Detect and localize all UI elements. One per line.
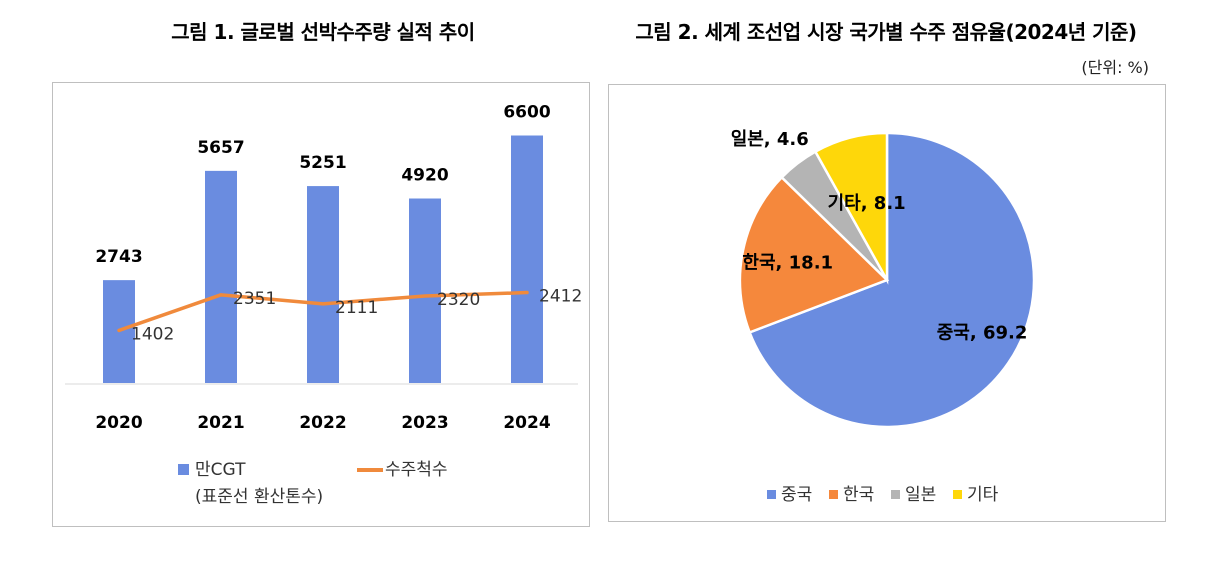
bar-label-2020: 2743	[95, 247, 142, 267]
legend-swatch-기타	[953, 490, 962, 499]
pie-label-일본: 일본, 4.6	[731, 129, 809, 150]
bar-2022	[307, 186, 339, 383]
bar-2021	[205, 170, 237, 383]
pie-slice-한국	[738, 175, 890, 335]
bar-label-2023: 4920	[401, 166, 448, 186]
pie-chart-panel: 중국, 69.2 한국, 18.1 일본, 4.6 기타, 8.1 중국 한국 일본 기타	[608, 84, 1166, 522]
bar-line-chart: 2743 5657 5251 4920 6600 1402 2351 2111 2320 2412…	[65, 103, 582, 507]
chart-1-title: 그림 1. 글로벌 선박수주량 실적 추이	[171, 20, 475, 44]
pie-label-한국: 한국, 18.1	[742, 253, 833, 274]
legend-label-수주척수: 수주척수	[385, 460, 448, 480]
legend-label-일본: 일본	[905, 485, 936, 505]
line-label-2021: 2351	[233, 289, 276, 309]
pie-label-중국: 중국, 69.2	[937, 323, 1028, 344]
bar-2023	[409, 198, 441, 383]
unit-label: (단위: %)	[1081, 58, 1149, 77]
bar-label-2021: 5657	[197, 138, 244, 158]
legend-label-기타: 기타	[967, 485, 999, 505]
legend-swatch-일본	[891, 490, 900, 499]
x-tick-2021: 2021	[197, 413, 244, 433]
bar-label-2022: 5251	[299, 153, 346, 173]
x-tick-2022: 2022	[299, 413, 346, 433]
pie-slice-기타	[813, 131, 889, 285]
legend-label-만CGT: 만CGT	[195, 460, 246, 480]
line-series-수주척수	[117, 290, 529, 333]
line-label-2020: 1402	[131, 324, 174, 344]
legend-label-한국: 한국	[843, 485, 874, 505]
pie-slice-중국	[748, 131, 1036, 429]
x-tick-2024: 2024	[503, 413, 550, 433]
legend-label-중국: 중국	[781, 485, 812, 505]
legend-swatch-한국	[829, 490, 838, 499]
bar-label-2024: 6600	[503, 103, 550, 123]
pie-chart: 중국, 69.2 한국, 18.1 일본, 4.6 기타, 8.1 중국 한국 일본 기타	[731, 129, 1036, 505]
legend-swatch-만CGT	[178, 464, 189, 475]
bar-line-chart-panel: 2743 5657 5251 4920 6600 1402 2351 2111 2320 2412…	[52, 82, 590, 527]
line-label-2023: 2320	[437, 290, 480, 310]
chart-2-title: 그림 2. 세계 조선업 시장 국가별 수주 점유율(2024년 기준)	[635, 20, 1137, 44]
x-tick-2023: 2023	[401, 413, 448, 433]
legend-label-sub: (표준선 환산톤수)	[195, 487, 323, 507]
line-label-2022: 2111	[335, 298, 378, 318]
x-tick-2020: 2020	[95, 413, 142, 433]
legend-swatch-중국	[767, 490, 776, 499]
line-label-2024: 2412	[539, 287, 582, 307]
bar-2024	[511, 135, 543, 383]
pie-label-기타: 기타, 8.1	[828, 193, 906, 214]
